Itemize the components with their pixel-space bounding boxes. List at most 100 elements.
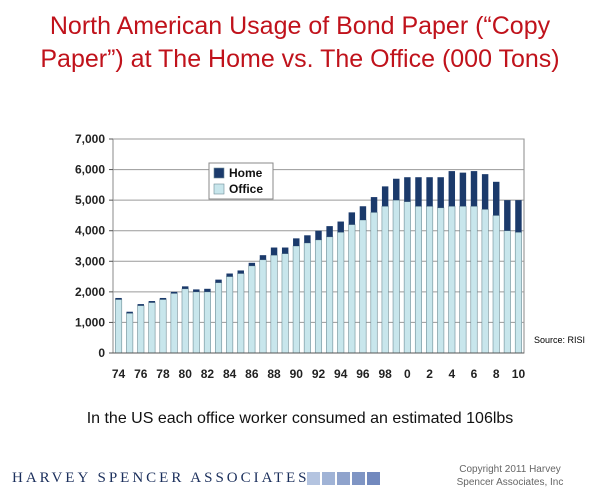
x-tick-label: 94 [334,367,348,381]
bar-home [304,235,311,243]
bar-home [459,172,467,207]
bar-office [459,205,467,354]
y-tick-label: 5,000 [75,193,105,207]
decorative-square [307,472,320,485]
bar-office [237,273,245,354]
legend-swatch [213,167,225,179]
legend-label: Home [229,166,263,180]
title-line-1: North American Usage of Bond Paper (“Cop… [49,12,551,40]
bar-office [370,212,378,354]
bar-home [159,297,167,300]
bar-home [237,270,244,274]
bar-home [359,206,367,221]
y-tick-label: 7,000 [75,132,105,146]
decorative-square [367,472,380,485]
bar-office [492,215,500,354]
bar-home [293,238,300,246]
copyright-notice: Copyright 2011 Harvey Spencer Associates… [430,463,590,489]
bar-home [493,181,500,216]
x-tick-label: 84 [223,367,237,381]
x-tick-label: 78 [156,367,170,381]
legend-label: Office [229,182,263,196]
bar-home [148,301,156,303]
bar-home [426,177,433,207]
bar-office [381,205,389,354]
bar-home [226,273,233,277]
x-tick-label: 74 [112,367,126,381]
bar-office [159,299,167,354]
y-tick-label: 1,000 [75,315,105,329]
decorative-square [322,472,335,485]
caption: In the US each office worker consumed an… [86,410,514,427]
bar-home [259,255,267,260]
bar-home [370,197,378,213]
bar-office [115,299,123,354]
decorative-squares [307,472,380,485]
bar-home [270,247,278,256]
y-tick-label: 2,000 [75,285,105,299]
bar-home [170,291,178,294]
bar-office [203,291,211,354]
bar-home [115,297,122,300]
bar-home [215,279,222,283]
page-title: North American Usage of Bond Paper (“Cop… [20,10,580,76]
x-tick-label: 88 [267,367,281,381]
bar-home [448,171,456,207]
x-tick-label: 96 [356,367,370,381]
company-logo: HARVEY SPENCER ASSOCIATES [12,470,310,486]
x-tick-label: 4 [448,367,455,381]
x-tick-label: 76 [134,367,148,381]
bar-home [393,178,400,201]
bar-home [193,289,200,292]
x-tick-label: 2 [426,367,433,381]
bar-office [181,288,189,354]
bar-office [314,239,323,354]
copyright-line-2: Spencer Associates, Inc [456,477,564,488]
decorative-square [337,472,350,485]
bar-office [148,302,156,354]
bar-office [248,265,256,354]
bar-home [404,177,411,202]
bar-office [514,231,522,354]
bar-office [337,231,345,354]
bar-home [337,221,344,233]
bar-home [381,186,389,207]
bar-office [126,312,134,354]
bar-home [348,212,356,225]
x-tick-label: 80 [179,367,193,381]
bar-home [281,247,289,254]
x-tick-label: 0 [404,367,411,381]
bar-office [403,201,411,354]
bar-home [315,230,322,240]
bar-office [448,205,456,354]
bar-home [470,171,478,207]
bar-office [170,293,178,354]
x-tick-label: 92 [312,367,326,381]
bar-home [248,262,256,266]
bar-office [392,199,400,354]
bar-home [415,177,422,207]
copyright-line-1: Copyright 2011 Harvey [459,464,561,475]
y-tick-label: 0 [98,346,105,360]
bar-office [137,305,145,354]
bar-home [137,304,144,306]
bar-office [192,291,200,354]
bar-office [414,205,422,354]
x-tick-label: 6 [471,367,478,381]
bar-home [326,226,333,237]
legend-swatch [213,183,225,195]
title-line-2: Paper”) at The Home vs. The Office (000 … [40,45,560,73]
bar-office [348,224,356,354]
bar-office [270,254,278,354]
bar-office [470,205,478,354]
bar-office [226,276,234,354]
bar-home [181,286,189,289]
bar-home [481,174,489,210]
y-tick-label: 3,000 [75,254,105,268]
bar-office [437,207,445,354]
x-tick-label: 8 [493,367,500,381]
bar-home [126,311,133,314]
bar-office [281,253,289,354]
bar-home [437,177,444,208]
